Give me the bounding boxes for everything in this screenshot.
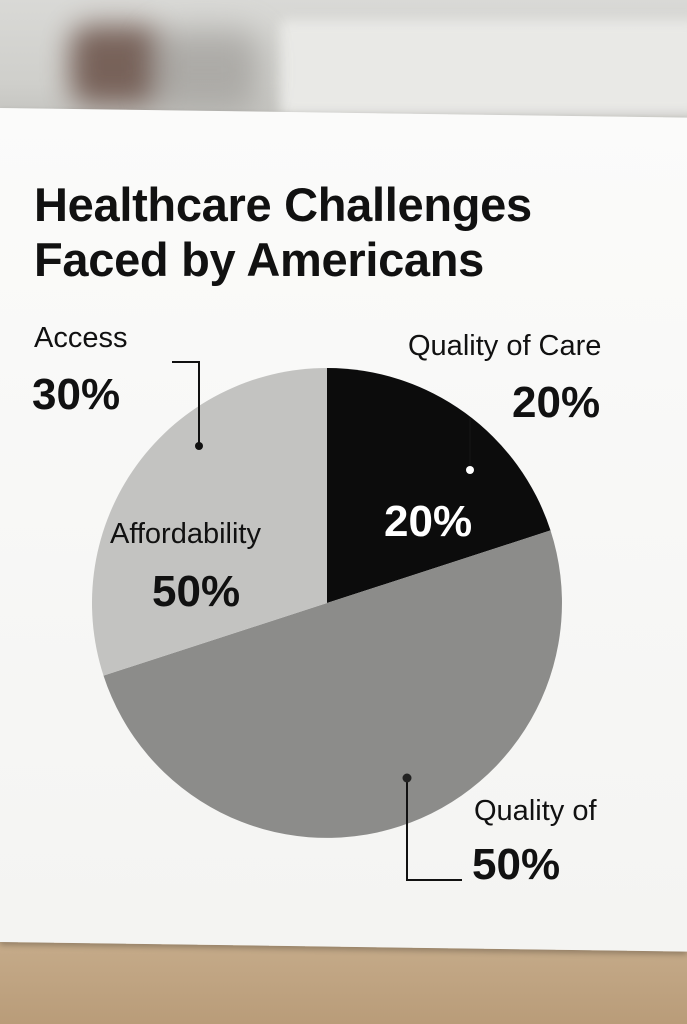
chart-title-line-2: Faced by Americans bbox=[34, 232, 485, 286]
background-object bbox=[150, 30, 260, 110]
quality-of-leader-line bbox=[406, 778, 462, 881]
black-slice-percent: 20% bbox=[384, 497, 473, 546]
quality-of-care-label: Quality of Care bbox=[408, 330, 602, 362]
pie-slice-quality-of-care bbox=[327, 368, 551, 603]
quality-of-care-percent: 20% bbox=[512, 378, 601, 427]
access-leader-dot bbox=[195, 442, 203, 450]
pie-slice-access bbox=[91, 368, 327, 676]
affordability-label: Affordability bbox=[110, 518, 261, 550]
pie-slice-quality-of bbox=[103, 530, 562, 838]
quality-of-leader-dot bbox=[402, 773, 412, 783]
chart-title: Healthcare Challenges Faced by Americans bbox=[34, 178, 654, 288]
quality-care-leader-dot bbox=[466, 466, 474, 474]
background-object bbox=[70, 25, 160, 105]
chart-title-line-1: Healthcare Challenges bbox=[34, 178, 532, 231]
quality-of-percent: 50% bbox=[472, 840, 561, 889]
access-leader-line bbox=[172, 361, 200, 446]
affordability-percent: 50% bbox=[152, 567, 241, 616]
access-percent: 30% bbox=[32, 370, 121, 419]
background-shelf bbox=[280, 20, 687, 115]
quality-of-label: Quality of bbox=[474, 795, 597, 827]
access-label: Access bbox=[34, 322, 128, 354]
